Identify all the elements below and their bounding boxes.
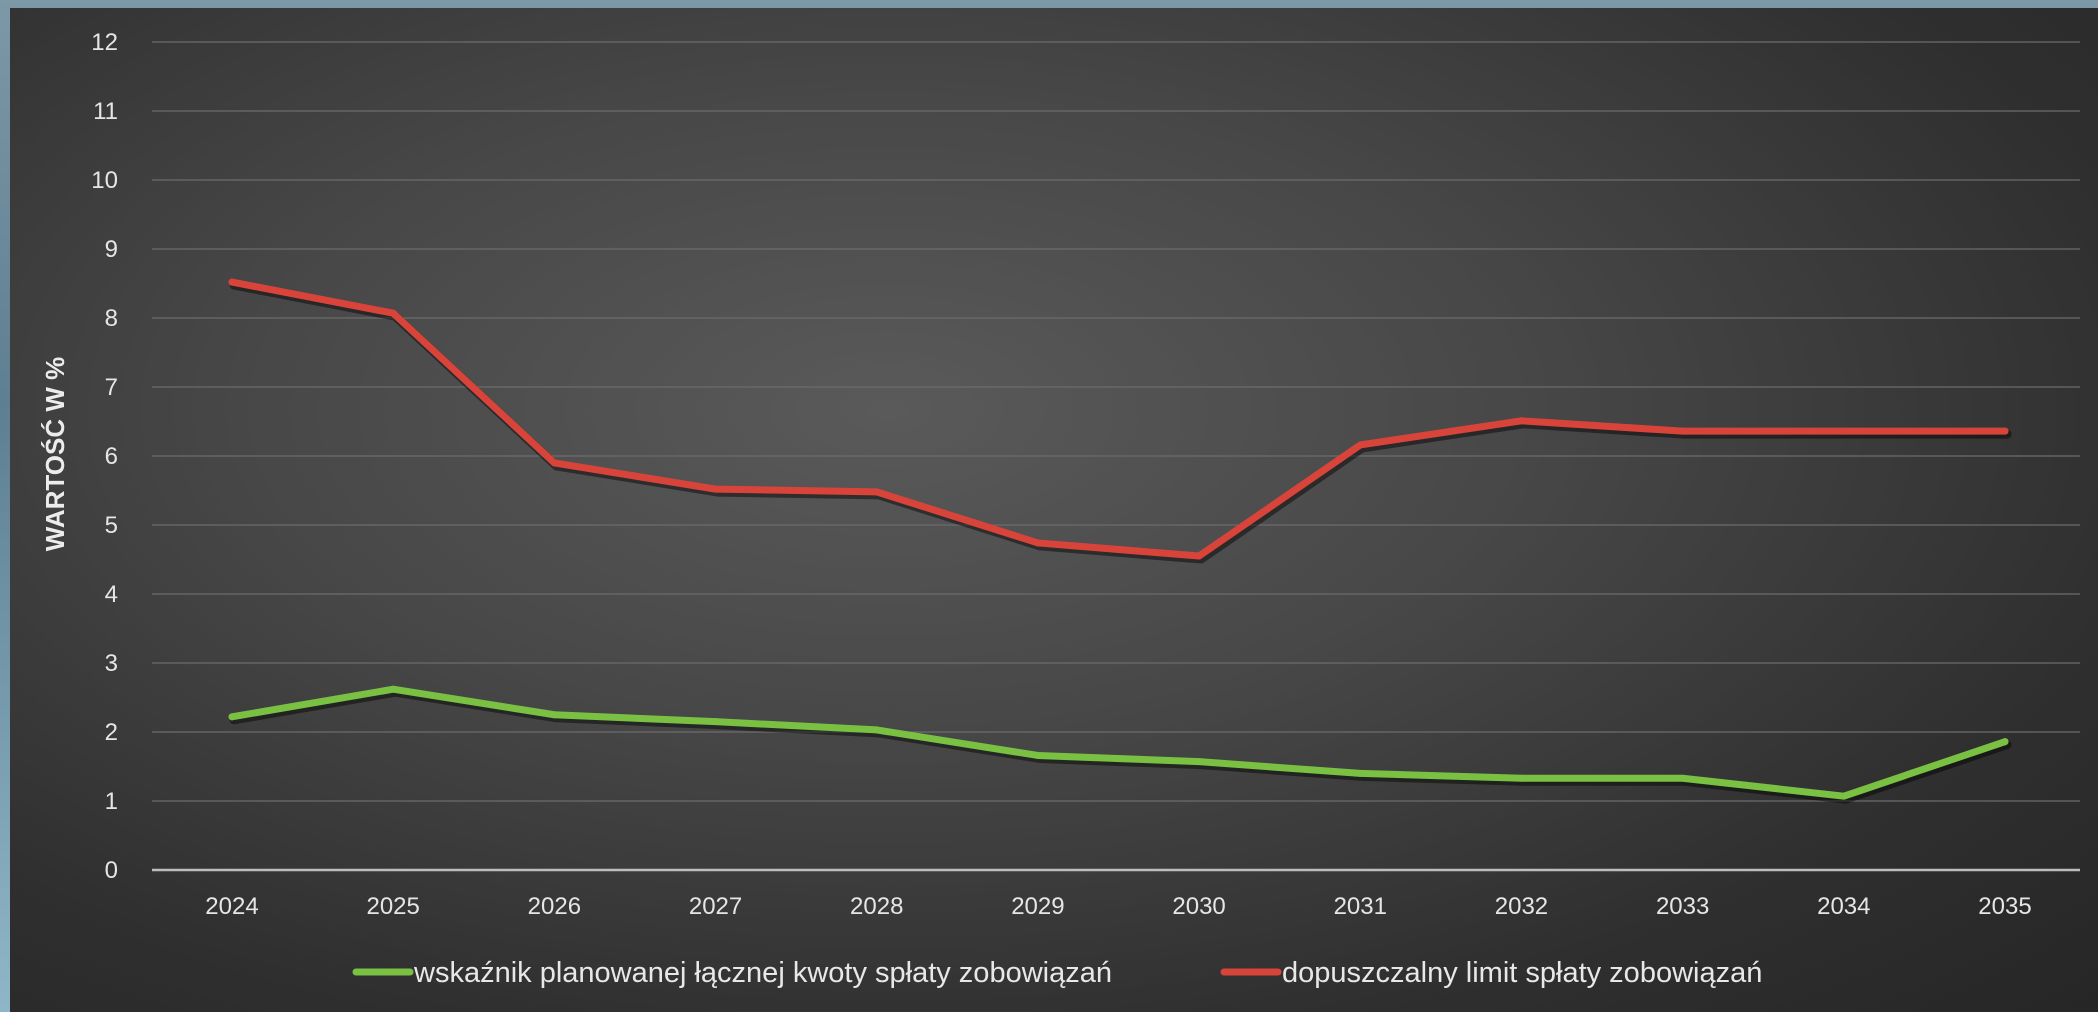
y-tick-label: 4 bbox=[105, 581, 118, 608]
y-tick-label: 10 bbox=[91, 167, 118, 194]
x-tick-label: 2025 bbox=[366, 893, 419, 920]
x-tick-label: 2029 bbox=[1011, 893, 1064, 920]
data-point bbox=[1195, 758, 1203, 766]
data-point bbox=[1840, 792, 1848, 800]
data-point bbox=[1195, 552, 1203, 560]
series-line-red bbox=[228, 278, 2009, 560]
data-point bbox=[1034, 539, 1042, 547]
x-tick-label: 2024 bbox=[205, 893, 258, 920]
data-point bbox=[873, 726, 881, 734]
data-point bbox=[712, 485, 720, 493]
legend-label: wskaźnik planowanej łącznej kwoty spłaty… bbox=[413, 957, 1112, 989]
y-tick-label: 6 bbox=[105, 443, 118, 470]
y-tick-label: 9 bbox=[105, 236, 118, 263]
data-point bbox=[1679, 774, 1687, 782]
x-tick-label: 2030 bbox=[1172, 893, 1225, 920]
y-tick-label: 11 bbox=[93, 98, 118, 125]
x-axis-tick-labels: 2024 2025 2026 2027 2028 2029 2030 2031 2032 2033… bbox=[205, 893, 2031, 920]
x-tick-label: 2033 bbox=[1656, 893, 1709, 920]
data-point bbox=[1356, 441, 1364, 449]
legend-label: dopuszczalny limit spłaty zobowiązań bbox=[1282, 957, 1762, 989]
data-point bbox=[1517, 417, 1525, 425]
data-point bbox=[2001, 738, 2009, 746]
data-point bbox=[550, 711, 558, 719]
data-point bbox=[1356, 769, 1364, 777]
data-point bbox=[1679, 427, 1687, 435]
data-point bbox=[2001, 427, 2009, 435]
y-tick-label: 2 bbox=[105, 719, 118, 746]
data-point bbox=[1517, 774, 1525, 782]
gridlines bbox=[152, 41, 2080, 872]
series-line-green bbox=[228, 685, 2009, 800]
y-tick-label: 7 bbox=[105, 374, 118, 401]
y-tick-label: 3 bbox=[105, 650, 118, 677]
series-line-shadow bbox=[229, 280, 2012, 564]
legend: wskaźnik planowanej łącznej kwoty spłaty… bbox=[352, 957, 1762, 989]
y-tick-label: 8 bbox=[105, 305, 118, 332]
x-tick-label: 2035 bbox=[1978, 893, 2031, 920]
legend-item: dopuszczalny limit spłaty zobowiązań bbox=[1220, 957, 1762, 989]
x-tick-label: 2031 bbox=[1334, 893, 1387, 920]
series-lines bbox=[228, 278, 2012, 804]
y-tick-label: 0 bbox=[105, 857, 118, 884]
x-tick-label: 2028 bbox=[850, 893, 903, 920]
x-tick-label: 2026 bbox=[528, 893, 581, 920]
x-tick-label: 2032 bbox=[1495, 893, 1548, 920]
legend-item: wskaźnik planowanej łącznej kwoty spłaty… bbox=[352, 957, 1112, 989]
x-tick-label: 2034 bbox=[1817, 893, 1870, 920]
chart-panel: 0 1 2 3 4 5 6 7 8 9 10 11 12 2024 2025 2026 2027 2028 202… bbox=[10, 8, 2098, 1012]
data-point bbox=[389, 309, 397, 317]
y-tick-label: 5 bbox=[105, 512, 118, 539]
data-point bbox=[1840, 427, 1848, 435]
data-point bbox=[873, 488, 881, 496]
y-tick-label: 1 bbox=[105, 788, 118, 815]
data-point bbox=[228, 713, 236, 721]
data-point bbox=[1034, 751, 1042, 759]
y-tick-label: 12 bbox=[91, 29, 118, 56]
data-point bbox=[228, 278, 236, 286]
data-point bbox=[389, 685, 397, 693]
x-tick-label: 2027 bbox=[689, 893, 742, 920]
data-point bbox=[550, 459, 558, 467]
y-axis-title: WARTOŚĆ W % bbox=[40, 357, 70, 552]
data-point bbox=[712, 718, 720, 726]
